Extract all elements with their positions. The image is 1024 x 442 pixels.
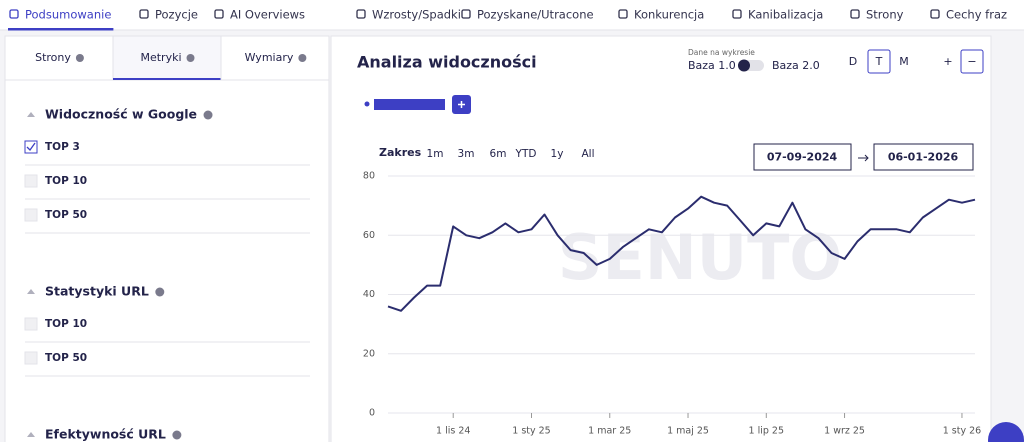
add-icon bbox=[458, 101, 465, 108]
date-from[interactable]: 07-09-2024 bbox=[767, 151, 838, 164]
date-to-box[interactable] bbox=[873, 143, 974, 171]
date-arrow bbox=[858, 154, 869, 162]
nav-icon bbox=[850, 9, 860, 19]
info-icon bbox=[172, 430, 182, 440]
info-icon bbox=[155, 287, 165, 297]
nav-tab[interactable]: Podsumowanie bbox=[25, 8, 111, 22]
nav-tab[interactable]: Cechy fraz bbox=[946, 8, 1007, 22]
nav-tab[interactable]: Pozyskane/Utracone bbox=[477, 8, 594, 22]
info-icon bbox=[203, 110, 213, 120]
toggle-knob bbox=[738, 59, 750, 72]
y-tick-label: 20 bbox=[363, 348, 375, 359]
help-button[interactable] bbox=[988, 422, 1024, 442]
collapse-arrow bbox=[27, 432, 35, 437]
granularity-option[interactable]: M bbox=[899, 55, 909, 68]
metric-label[interactable]: TOP 50 bbox=[45, 352, 87, 364]
x-tick-label: 1 lis 24 bbox=[436, 426, 470, 437]
range-option[interactable]: 3m bbox=[458, 148, 475, 160]
base-right[interactable]: Baza 2.0 bbox=[772, 59, 820, 72]
nav-tab[interactable]: Kanibalizacja bbox=[748, 8, 823, 22]
y-tick-label: 60 bbox=[363, 230, 375, 241]
sidebar-tab-label[interactable]: Metryki bbox=[140, 51, 181, 64]
date-from-box[interactable] bbox=[753, 143, 852, 171]
section-title: Statystyki URL bbox=[45, 284, 149, 299]
info-icon bbox=[186, 54, 195, 62]
legend-dot bbox=[364, 101, 370, 107]
range-option[interactable]: 1m bbox=[427, 148, 444, 160]
info-icon bbox=[75, 54, 84, 62]
sidebar-tab-underline bbox=[113, 78, 221, 80]
section-title: Efektywność URL bbox=[45, 427, 166, 442]
sidebar-tab-label[interactable]: Wymiary bbox=[245, 51, 294, 64]
nav-tab[interactable]: Konkurencja bbox=[634, 8, 704, 22]
x-tick-label: 1 mar 25 bbox=[588, 426, 631, 437]
granularity-option[interactable]: T bbox=[875, 55, 883, 68]
metric-label[interactable]: TOP 10 bbox=[45, 175, 87, 187]
metric-label[interactable]: TOP 50 bbox=[45, 209, 87, 221]
visibility-line bbox=[387, 195, 976, 312]
checkbox[interactable] bbox=[24, 208, 38, 222]
collapse-arrow bbox=[27, 289, 35, 294]
checkbox[interactable] bbox=[24, 140, 38, 154]
top-nav bbox=[0, 0, 1024, 30]
checkmark bbox=[26, 142, 36, 152]
checkbox[interactable] bbox=[24, 174, 38, 188]
nav-icon bbox=[618, 9, 628, 19]
sidebar-tab[interactable] bbox=[4, 35, 114, 81]
sidebar-tab-label[interactable]: Strony bbox=[35, 51, 71, 64]
sidebar-tab[interactable] bbox=[220, 35, 330, 81]
y-tick-label: 0 bbox=[369, 408, 375, 419]
watermark: SENUTO bbox=[558, 221, 842, 294]
nav-icon bbox=[9, 9, 19, 19]
nav-icon bbox=[139, 9, 149, 19]
x-tick-label: 1 sty 25 bbox=[512, 426, 550, 437]
granularity-option[interactable]: D bbox=[849, 55, 857, 68]
x-tick-label: 1 wrz 25 bbox=[824, 426, 865, 437]
nav-icon bbox=[930, 9, 940, 19]
range-label: Zakres bbox=[379, 146, 422, 159]
nav-tab[interactable]: AI Overviews bbox=[230, 8, 305, 22]
x-tick-label: 1 lip 25 bbox=[749, 426, 784, 437]
range-option[interactable]: All bbox=[581, 148, 594, 160]
data-caption: Dane na wykresie bbox=[688, 48, 755, 57]
granularity-active[interactable] bbox=[867, 49, 891, 74]
metric-label[interactable]: TOP 3 bbox=[45, 141, 80, 153]
checkbox[interactable] bbox=[24, 351, 38, 365]
checkbox[interactable] bbox=[24, 317, 38, 331]
nav-icon bbox=[356, 9, 366, 19]
chart-title: Analiza widoczności bbox=[357, 53, 537, 72]
nav-active-underline bbox=[8, 28, 114, 31]
nav-tab[interactable]: Wzrosty/Spadki bbox=[372, 8, 461, 22]
base-left[interactable]: Baza 1.0 bbox=[688, 59, 736, 72]
legend-swatch[interactable] bbox=[374, 99, 445, 110]
range-option[interactable]: YTD bbox=[515, 148, 537, 160]
zoom-out[interactable]: − bbox=[967, 55, 976, 68]
x-tick-label: 1 sty 26 bbox=[943, 426, 981, 437]
date-to[interactable]: 06-01-2026 bbox=[888, 151, 959, 164]
collapse-arrow bbox=[27, 112, 35, 117]
range-option[interactable]: 6m bbox=[490, 148, 507, 160]
nav-tab[interactable]: Strony bbox=[866, 8, 904, 22]
nav-icon bbox=[461, 9, 471, 19]
metric-label[interactable]: TOP 10 bbox=[45, 318, 87, 330]
nav-icon bbox=[214, 9, 224, 19]
y-tick-label: 40 bbox=[363, 289, 375, 300]
y-tick-label: 80 bbox=[363, 171, 375, 182]
x-tick-label: 1 maj 25 bbox=[667, 426, 709, 437]
zoom-out-box[interactable] bbox=[960, 49, 984, 74]
sidebar bbox=[4, 35, 330, 442]
nav-tab[interactable]: Pozycje bbox=[155, 8, 198, 22]
info-icon bbox=[298, 54, 307, 62]
nav-icon bbox=[732, 9, 742, 19]
section-title: Widoczność w Google bbox=[45, 107, 197, 122]
range-option[interactable]: 1y bbox=[551, 148, 564, 160]
zoom-in[interactable]: + bbox=[943, 55, 952, 68]
